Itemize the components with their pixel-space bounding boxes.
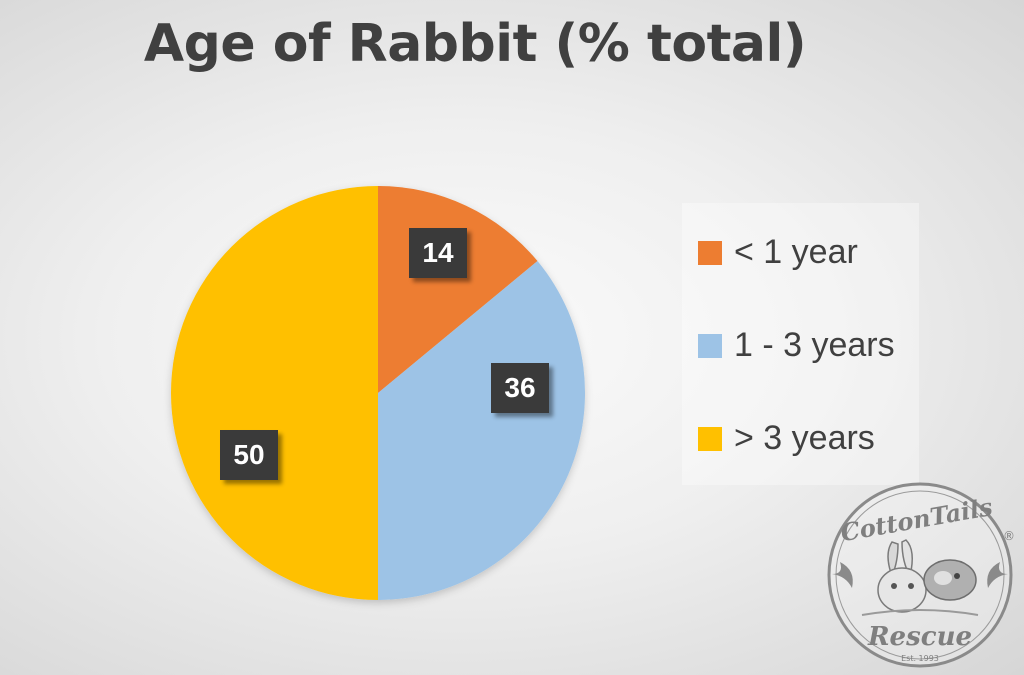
pie-slice-over-3-years: [171, 186, 378, 600]
pie-slice-1-to-3-years: [378, 261, 585, 600]
legend-swatch: [698, 240, 722, 265]
data-label-over-3-years: 50: [220, 430, 278, 480]
svg-text:®: ®: [1003, 529, 1015, 543]
chart-title: Age of Rabbit (% total): [143, 14, 807, 74]
legend-item-1-to-3-years: 1 - 3 years: [698, 326, 895, 365]
legend-item-over-3-years: > 3 years: [698, 419, 875, 458]
legend-item-under-1-year: < 1 year: [698, 233, 858, 272]
legend-label: < 1 year: [734, 233, 858, 271]
legend-swatch: [698, 426, 722, 451]
legend-label: > 3 years: [734, 419, 875, 457]
logo-text-bottom: Rescue: [867, 622, 972, 652]
legend-swatch: [698, 333, 722, 358]
data-label-1-to-3-years: 36: [491, 363, 549, 413]
logo-text-est: Est. 1993: [901, 654, 939, 663]
chart-legend: < 1 year 1 - 3 years > 3 years: [682, 203, 919, 485]
legend-label: 1 - 3 years: [734, 326, 895, 364]
cottontails-rescue-logo: CottonTails ® Rescue Est. 1993: [827, 482, 1015, 668]
data-label-under-1-year: 14: [409, 228, 467, 278]
